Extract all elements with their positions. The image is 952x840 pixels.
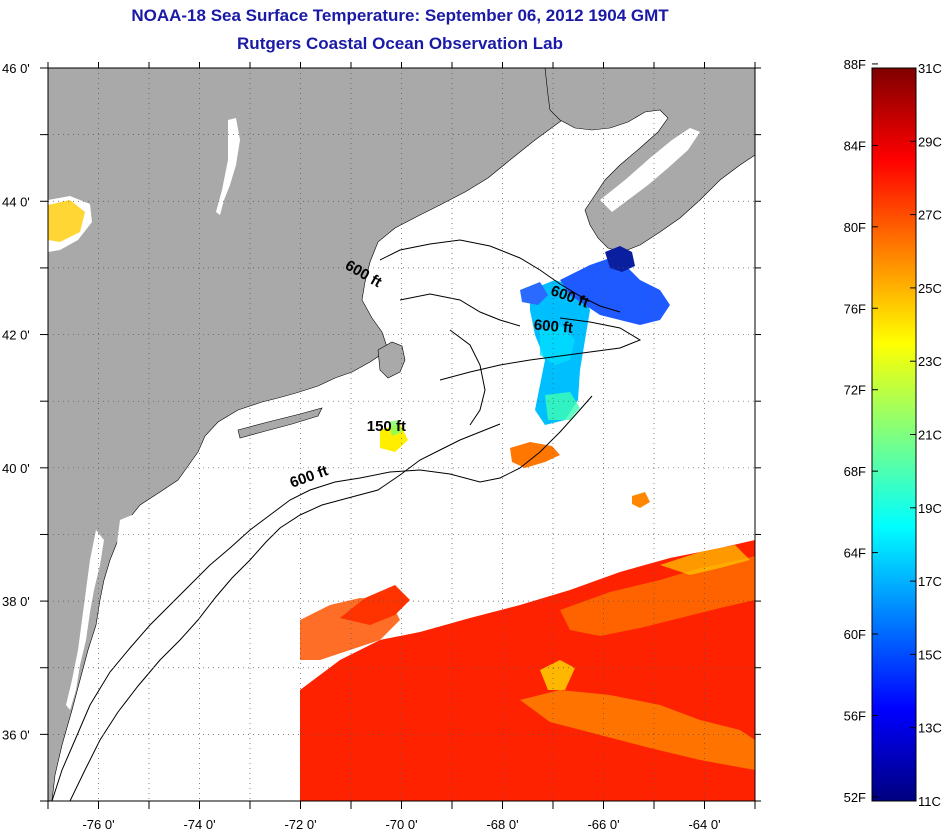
contour-basin [449,329,486,426]
colorbar-f-label: 68F [844,464,866,479]
chesapeake-bay [66,530,104,710]
bay-of-fundy [600,128,700,212]
colorbar-celsius-labels: 31C 29C 27C 25C 23C 21C 19C 17C 15C 13C 11C [910,61,942,809]
lat-tick-label: 40 0' [2,461,30,476]
colorbar-c-label: 31C [918,61,942,76]
lon-tick-label: -68 0' [486,817,518,832]
longitude-axis: -76 0' -74 0' -72 0' -70 0' -68 0' -66 0' -64 … [47,62,756,832]
map-grid [48,68,755,801]
colorbar-scale [871,67,917,802]
lat-tick-label: 36 0' [2,727,30,742]
colorbar-c-label: 11C [918,794,941,809]
colorbar-f-label: 76F [844,301,866,316]
contour-150ft [69,423,501,801]
colorbar-c-label: 17C [918,574,942,589]
colorbar-fahrenheit-labels: 88F 84F 80F 76F 72F 68F 64F 60F 56F 52F [844,57,878,805]
delaware-bay [116,515,138,560]
lon-tick-label: -66 0' [587,817,619,832]
land-long-island [237,407,323,439]
colorbar-c-label: 13C [918,721,942,736]
contour-inner [399,293,521,327]
lat-tick-label: 46 0' [2,61,30,76]
colorbar-c-label: 23C [918,354,942,369]
lon-tick-label: -76 0' [82,817,114,832]
colorbar-f-label: 52F [844,790,866,805]
colorbar-f-label: 84F [844,138,866,153]
colorbar-f-label: 80F [844,220,866,235]
colorbar-c-label: 21C [918,428,942,443]
inland-water [216,118,240,215]
colorbar-c-label: 15C [918,647,942,662]
lat-tick-label: 38 0' [2,594,30,609]
colorbar-f-label: 60F [844,627,866,642]
latitude-axis: 46 0' 44 0' 42 0' 40 0' 38 0' 36 0' [2,61,761,802]
lon-tick-label: -70 0' [385,817,417,832]
depth-contours [51,239,642,801]
colorbar-f-label: 56F [844,708,866,723]
lat-tick-label: 42 0' [2,328,30,343]
contour-600ft-shelf [51,395,593,801]
contour-gulf-of-maine [379,239,621,313]
contour-georges-bank [439,317,642,381]
title-line-2: Rutgers Coastal Ocean Observation Lab [237,34,563,53]
lon-tick-label: -74 0' [183,817,215,832]
sst-warm-water [300,442,755,801]
colorbar-f-label: 88F [844,57,866,72]
colorbar-c-label: 19C [918,501,942,516]
colorbar: 88F 84F 80F 76F 72F 68F 64F 60F 56F 52F 31C 29C 27C… [844,57,942,809]
colorbar-c-label: 25C [918,281,942,296]
colorbar-c-label: 29C [918,134,942,149]
map-layers [48,68,755,801]
contour-label: 150 ft [367,418,406,435]
colorbar-f-label: 64F [844,546,866,561]
lon-tick-label: -64 0' [688,817,720,832]
lon-tick-label: -72 0' [284,817,316,832]
contour-label: 600 ft [533,317,574,337]
lat-tick-label: 44 0' [2,194,30,209]
land-us-northeast [48,68,601,801]
colorbar-f-label: 72F [844,383,866,398]
title-line-1: NOAA-18 Sea Surface Temperature: Septemb… [131,6,669,25]
land-cape-cod [377,341,406,379]
colorbar-c-label: 27C [918,208,942,223]
